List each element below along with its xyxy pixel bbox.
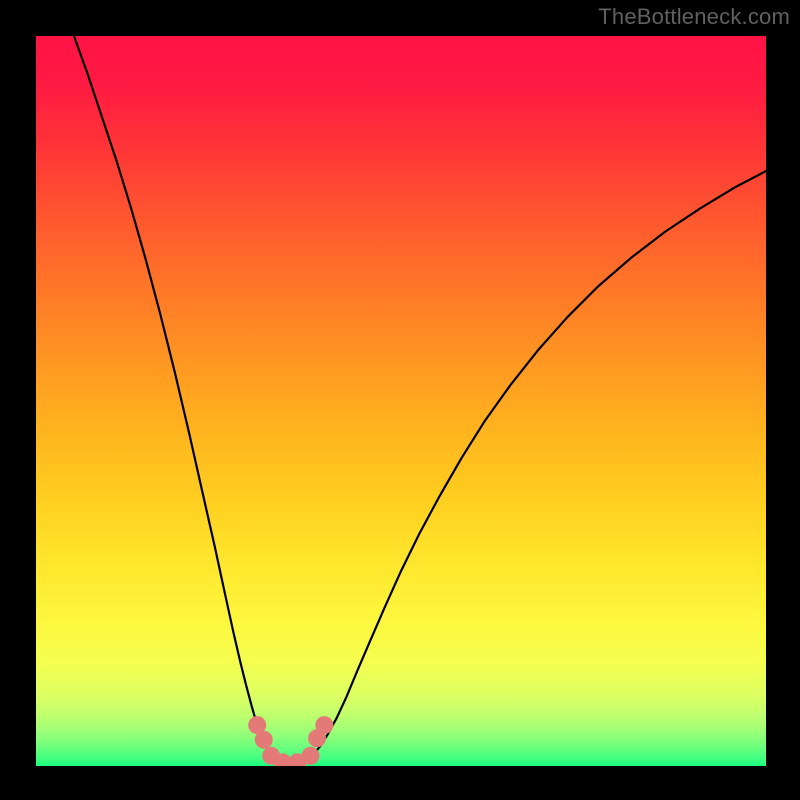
curve-left-branch: [74, 36, 292, 765]
curve-right-branch: [292, 171, 767, 765]
valley-markers: [248, 716, 333, 766]
valley-marker: [255, 731, 273, 749]
chart-curves: [36, 36, 766, 766]
plot-area: [36, 36, 766, 766]
watermark-text: TheBottleneck.com: [598, 4, 790, 30]
valley-marker: [315, 716, 333, 734]
valley-marker: [301, 747, 319, 765]
